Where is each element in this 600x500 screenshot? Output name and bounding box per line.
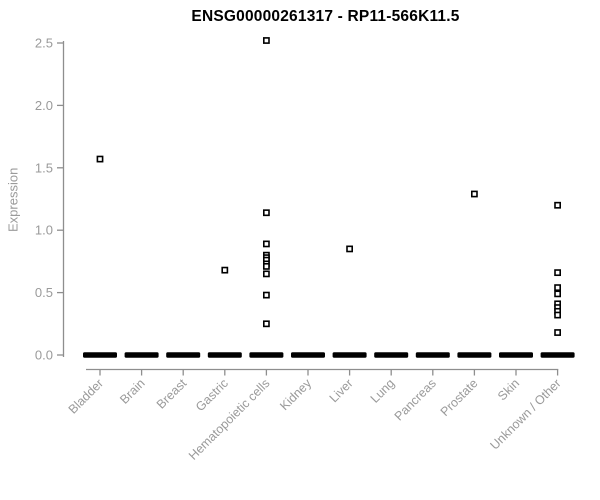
x-tick-label: Pancreas	[392, 376, 439, 423]
data-point	[262, 291, 270, 299]
data-point	[262, 209, 270, 217]
zero-cluster-bar	[249, 352, 284, 358]
data-point	[554, 201, 561, 209]
x-tick-label: Skin	[495, 376, 522, 403]
zero-cluster-bar	[124, 352, 159, 358]
y-tick-label: 2.5	[35, 36, 53, 51]
data-point	[262, 270, 270, 278]
zero-cluster-bar	[374, 352, 409, 358]
chart-title: ENSG00000261317 - RP11-566K11.5	[191, 8, 460, 25]
zero-cluster-bar	[83, 352, 117, 358]
zero-cluster-bar	[540, 352, 575, 358]
x-tick-label: Gastric	[193, 376, 231, 414]
data-point	[554, 329, 561, 336]
data-point	[554, 284, 561, 292]
zero-cluster-bar	[499, 352, 533, 358]
x-tick-label: Breast	[154, 376, 190, 412]
data-point	[554, 311, 561, 319]
zero-cluster-bar	[457, 352, 492, 358]
data-point	[262, 262, 270, 270]
zero-cluster-bar	[207, 352, 242, 358]
x-tick-label: Lung	[368, 376, 398, 406]
data-point	[470, 190, 478, 198]
zero-cluster-bar	[415, 352, 450, 358]
y-tick-label: 1.0	[35, 223, 53, 238]
zero-cluster-bar	[332, 352, 367, 358]
zero-cluster-bar	[166, 352, 201, 358]
y-tick-label: 0.0	[35, 348, 53, 363]
data-point	[346, 245, 353, 253]
x-tick-label: Bladder	[66, 376, 106, 416]
x-tick-label: Hematopoietic cells	[186, 376, 273, 463]
y-tick-label: 1.5	[35, 160, 53, 175]
data-point	[221, 266, 229, 274]
x-tick-label: Brain	[117, 376, 148, 407]
x-tick-label: Kidney	[277, 376, 314, 413]
y-tick-label: 2.0	[35, 98, 53, 113]
x-tick-label: Unknown / Other	[487, 376, 563, 452]
y-tick-label: 0.5	[35, 285, 53, 300]
data-point	[554, 290, 561, 298]
data-point	[96, 155, 104, 163]
x-tick-label: Prostate	[438, 376, 481, 419]
x-tick-label: Liver	[327, 376, 356, 405]
zero-cluster-bar	[291, 352, 325, 358]
data-point	[262, 320, 270, 328]
data-point	[554, 269, 561, 277]
data-point	[262, 240, 270, 248]
data-point	[262, 37, 270, 44]
